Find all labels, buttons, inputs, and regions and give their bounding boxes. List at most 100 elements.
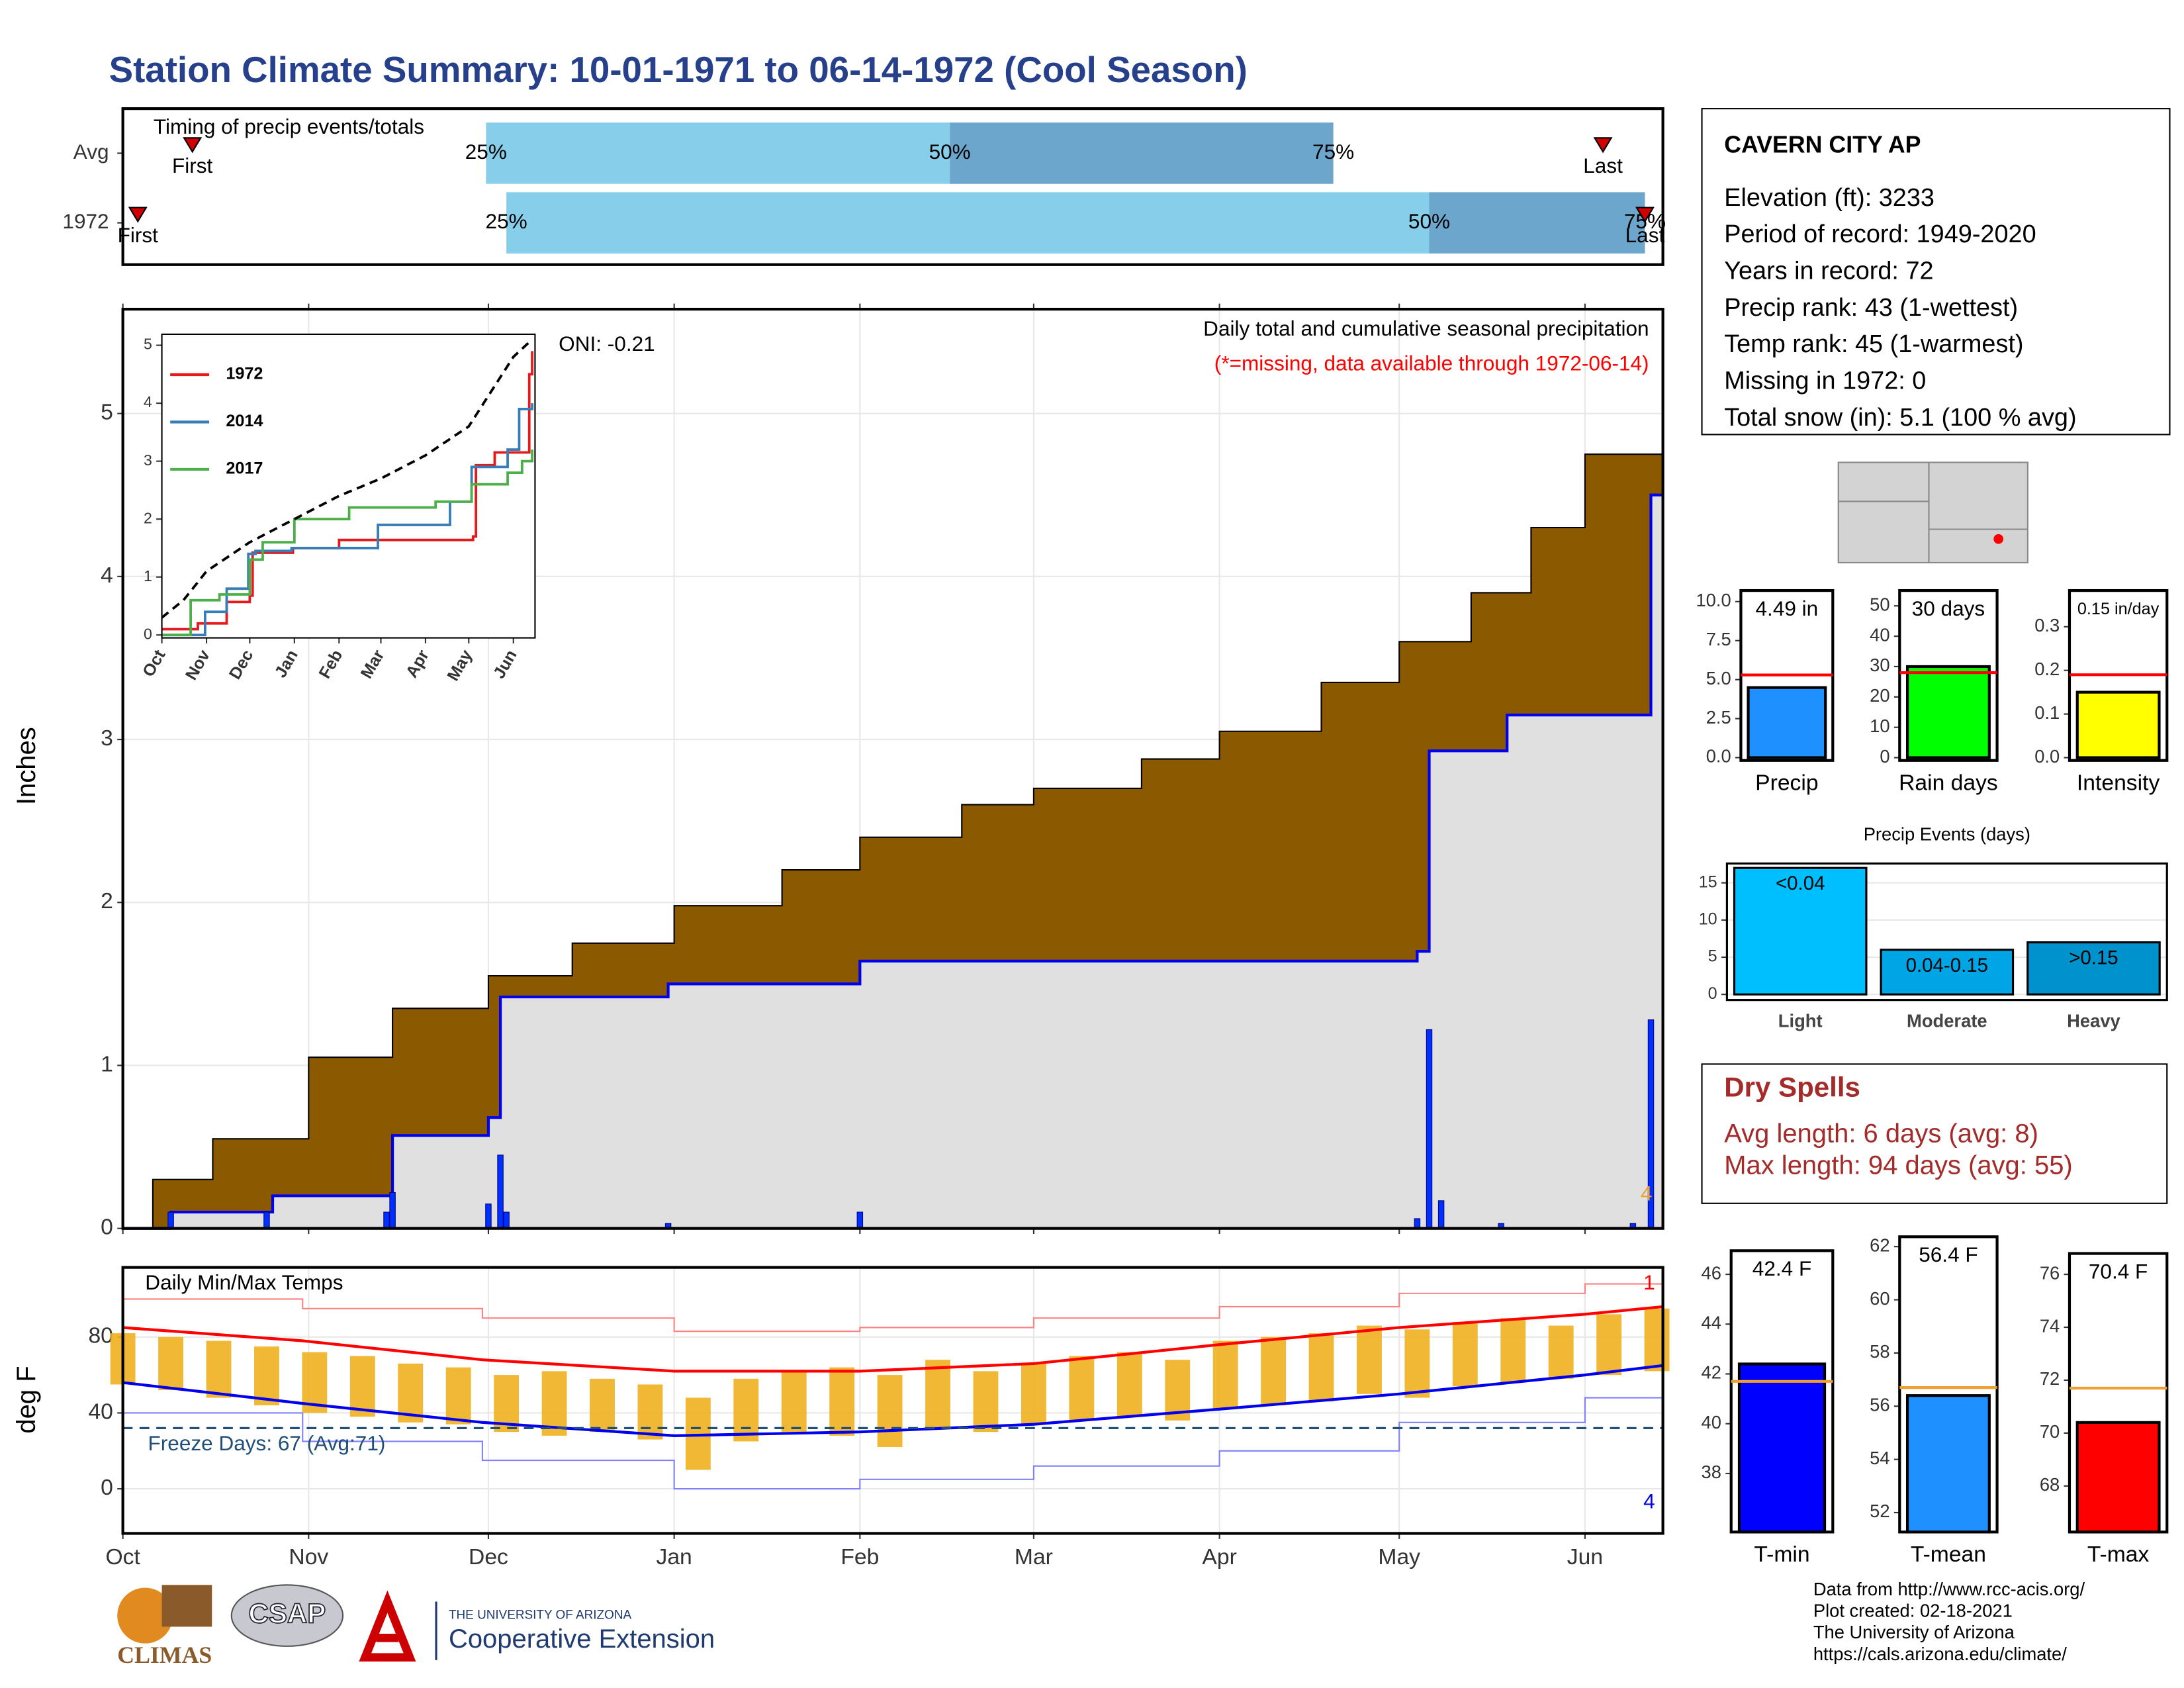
y-tick-label: 2 (101, 889, 113, 914)
plot-frame (161, 333, 536, 639)
y-tick-label: 0.0 (1706, 746, 1731, 767)
station-line: Temp rank: 45 (1-warmest) (1724, 330, 2023, 358)
y-tick-label: 62 (1870, 1235, 1889, 1255)
station-line: Precip rank: 43 (1-wettest) (1724, 294, 2018, 322)
temp-range-bar (1116, 1352, 1142, 1417)
y-tick-label: 5 (101, 400, 113, 425)
value-label: 0.15 in/day (2077, 600, 2160, 618)
cumulative-line (161, 338, 533, 619)
temp-range-bar (1404, 1329, 1430, 1398)
temp-range-bar (1308, 1333, 1334, 1402)
y-axis-title: deg F (12, 1366, 41, 1433)
y-tick-label: 46 (1702, 1262, 1721, 1283)
plot-frame (121, 107, 1664, 266)
annotation: 1 (1643, 1270, 1655, 1294)
daily-precip-bar (167, 1211, 174, 1229)
annotation: ONI: -0.21 (559, 332, 655, 355)
x-tick-label: Jun (1567, 1545, 1603, 1570)
y-tick-label: 4 (101, 563, 113, 588)
x-tick-label: Nov (182, 647, 214, 683)
y-tick-label: 2 (144, 509, 152, 526)
logo-text: Cooperative Extension (449, 1624, 715, 1654)
x-tick-label: May (1378, 1545, 1420, 1570)
temp-range-bar (1069, 1356, 1095, 1421)
x-tick-label: Jan (271, 647, 302, 681)
footer-line: The University of Arizona (1813, 1622, 2015, 1642)
y-tick-label: 44 (1702, 1313, 1721, 1333)
logos: CLIMAS CSAP THE UNIVERSITY OF ARIZONA Co… (117, 1584, 715, 1668)
y-tick-label: 10 (1699, 910, 1717, 929)
y-tick-label: 0.2 (2034, 659, 2060, 679)
daily-precip-bar (503, 1211, 510, 1229)
y-tick-label: 3 (101, 726, 113, 751)
event-bar (1880, 949, 2015, 996)
temp-range-bar (1261, 1336, 1287, 1405)
temp-range-bar (829, 1367, 855, 1436)
dry-spells-box (1701, 1063, 2168, 1204)
temp-range-bar (349, 1356, 375, 1417)
y-tick-label: 5 (144, 336, 152, 353)
temp-range-bar (1644, 1308, 1670, 1372)
y-tick-label: 0 (1708, 984, 1717, 1003)
y-axis-title: Inches (12, 727, 41, 805)
x-tick-label: Dec (226, 647, 257, 682)
y-tick-label: 7.5 (1706, 629, 1731, 649)
y-tick-label: 76 (2040, 1262, 2060, 1283)
logo-text: CLIMAS (117, 1642, 212, 1668)
category-label: T-min (1754, 1542, 1809, 1567)
value-label: 42.4 F (1752, 1256, 1811, 1280)
temp-range-bar (158, 1336, 184, 1391)
y-tick-label: 58 (1870, 1341, 1889, 1362)
bar (1747, 686, 1827, 759)
temp-range-bar (1165, 1360, 1191, 1421)
daily-precip-bar (1426, 1029, 1433, 1229)
station-line: Total snow (in): 5.1 (100 % avg) (1724, 404, 2076, 432)
plot-frame (1725, 862, 2168, 1002)
value-label: 30 days (1912, 596, 1985, 620)
cumulative-line (161, 403, 533, 637)
category-label: T-max (2087, 1542, 2150, 1567)
y-tick-label: 0 (101, 1476, 113, 1500)
temp-range-bar (925, 1360, 950, 1429)
timing-marker (1635, 207, 1655, 223)
temp-range-bar (1548, 1325, 1574, 1379)
y-tick-label: 42 (1702, 1362, 1721, 1383)
annotation: 4 (1641, 1182, 1653, 1205)
daily-precip-bar (263, 1211, 270, 1229)
marker-label: First (118, 223, 159, 247)
temp-range-bar (254, 1346, 279, 1405)
x-tick-label: Dec (469, 1545, 508, 1570)
bar-label: 0.04-0.15 (1906, 955, 1988, 976)
marker-label: First (172, 154, 213, 177)
station-name: CAVERN CITY AP (1724, 131, 1921, 158)
y-tick-label: 15 (1699, 872, 1717, 891)
y-tick-label: 5.0 (1706, 668, 1731, 688)
station-line: Missing in 1972: 0 (1724, 367, 1926, 395)
dry-spell-line: Max length: 94 days (avg: 55) (1724, 1151, 2073, 1180)
x-tick-label: Mar (1015, 1545, 1053, 1570)
y-tick-label: 5 (1708, 947, 1717, 966)
y-tick-label: 50 (1870, 594, 1889, 614)
y-tick-label: 3 (144, 451, 152, 469)
season-cumulative-area (122, 494, 1663, 1229)
y-tick-label: 1 (144, 567, 152, 585)
daily-precip-bar (389, 1192, 396, 1229)
category-label: Intensity (2077, 771, 2160, 795)
x-tick-label: May (443, 647, 476, 684)
footer-line: Data from http://www.rcc-acis.org/ (1813, 1579, 2085, 1599)
temp-range-bar (877, 1375, 903, 1448)
y-tick-label: 40 (88, 1399, 113, 1424)
bar (1737, 1362, 1827, 1534)
plot-frame (121, 1266, 1664, 1535)
daily-precip-bar (1437, 1200, 1445, 1229)
temp-range-bar (206, 1340, 232, 1398)
y-tick-label: 80 (88, 1324, 113, 1348)
quartile-bar (950, 122, 1334, 184)
x-tick-label: Feb (316, 647, 347, 682)
x-tick-label: Jan (657, 1545, 692, 1570)
category-label: Light (1778, 1011, 1823, 1031)
normal-line (122, 1305, 1663, 1373)
y-tick-label: 1 (101, 1052, 113, 1076)
temp-range-bar (1021, 1363, 1046, 1425)
footer-line: Plot created: 02-18-2021 (1813, 1601, 2013, 1621)
